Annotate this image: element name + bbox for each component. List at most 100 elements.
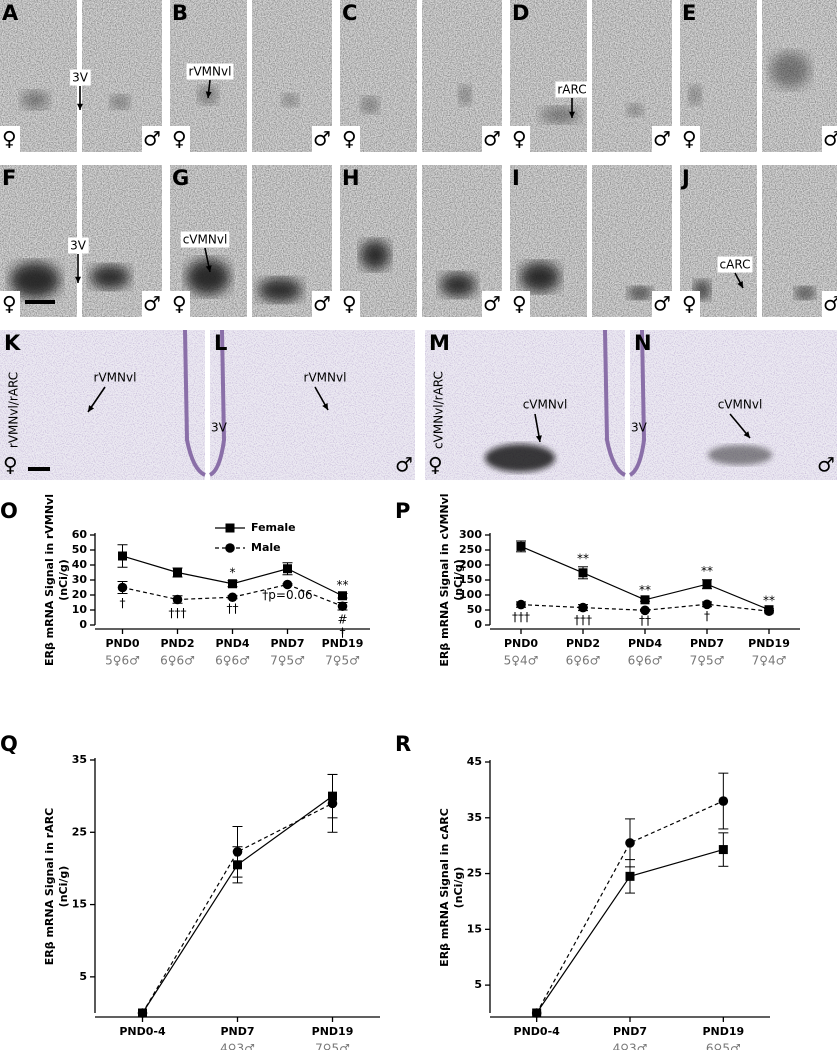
arrow-head bbox=[74, 276, 82, 283]
x-tick-label: PND7 bbox=[220, 1025, 254, 1038]
male-symbol: ♂ bbox=[653, 127, 671, 151]
signal-blob bbox=[795, 287, 815, 299]
data-point bbox=[173, 568, 182, 577]
legend-marker bbox=[225, 543, 235, 553]
panel-letter: G bbox=[172, 166, 189, 190]
y-tick-label: 50 bbox=[72, 543, 88, 556]
male-symbol: ♂ bbox=[823, 127, 837, 151]
x-tick-label: PND0-4 bbox=[119, 1025, 166, 1038]
region-label: cVMNvl bbox=[718, 398, 763, 412]
signal-blob bbox=[540, 107, 580, 123]
significance-label: ††† bbox=[512, 610, 530, 624]
female-symbol: ♀ bbox=[512, 127, 527, 151]
y-tick-label: 250 bbox=[459, 543, 482, 556]
signal-blob bbox=[21, 91, 49, 109]
y-tick-label: 5 bbox=[79, 970, 87, 983]
x-tick-sublabel: 7♀5♂ bbox=[325, 654, 360, 668]
data-point bbox=[137, 1008, 148, 1018]
male-symbol: ♂ bbox=[143, 292, 161, 316]
significance-label: ** bbox=[701, 564, 713, 578]
signal-blob bbox=[282, 94, 298, 106]
arrow-head bbox=[568, 111, 576, 118]
y-tick-label: 45 bbox=[467, 755, 482, 768]
y-tick-label: 60 bbox=[72, 528, 88, 541]
panel-letter: A bbox=[2, 1, 19, 25]
data-point bbox=[625, 871, 635, 881]
series-line bbox=[122, 583, 343, 607]
y-tick-label: 15 bbox=[72, 898, 87, 911]
region-label: 3V bbox=[70, 239, 87, 253]
x-tick-sublabel: 7♀5♂ bbox=[690, 654, 725, 668]
signal-blob bbox=[628, 287, 652, 299]
x-tick-sublabel: 6♀6♂ bbox=[215, 654, 250, 668]
y-tick-label: 150 bbox=[459, 573, 482, 586]
symbol-box bbox=[0, 291, 20, 317]
significance-label: # bbox=[337, 613, 347, 627]
y-tick-label: 0 bbox=[474, 618, 482, 631]
y-tick-label: 5 bbox=[474, 978, 482, 991]
symbol-box bbox=[652, 291, 672, 317]
female-symbol: ♀ bbox=[172, 292, 187, 316]
signal-blob bbox=[90, 265, 130, 289]
arrow-head bbox=[88, 405, 95, 412]
data-point bbox=[228, 579, 237, 589]
data-point bbox=[338, 591, 347, 601]
signal-blob bbox=[770, 52, 810, 88]
region-label: 3V bbox=[72, 71, 89, 85]
panel-letter: D bbox=[512, 1, 529, 25]
data-point bbox=[718, 845, 728, 855]
x-tick-sublabel: 7♀5♂ bbox=[270, 654, 305, 668]
y-axis-label: (nCi/g) bbox=[57, 866, 70, 908]
data-point bbox=[283, 564, 292, 574]
arrow-head bbox=[535, 435, 542, 442]
data-point bbox=[578, 568, 588, 578]
x-tick-sublabel: 6♀6♂ bbox=[566, 654, 601, 668]
female-symbol: ♀ bbox=[682, 292, 697, 316]
symbol-box bbox=[822, 291, 837, 317]
significance-label: ** bbox=[577, 551, 589, 565]
symbol-box bbox=[142, 126, 162, 152]
panel-letter: E bbox=[682, 1, 696, 25]
data-point bbox=[118, 551, 127, 561]
sex-symbol: ♂ bbox=[817, 453, 835, 477]
female-symbol: ♀ bbox=[512, 292, 527, 316]
panel-letter: M bbox=[429, 331, 450, 355]
data-point bbox=[227, 592, 238, 603]
x-tick-sublabel: 6♀5♂ bbox=[706, 1042, 741, 1050]
y-tick-label: 20 bbox=[72, 588, 88, 601]
panel-letter: Q bbox=[0, 732, 18, 756]
label-box bbox=[186, 63, 234, 80]
data-point bbox=[172, 594, 183, 605]
signal-blob bbox=[258, 278, 302, 302]
female-symbol: ♀ bbox=[2, 127, 17, 151]
y-tick-label: 25 bbox=[72, 825, 87, 838]
panel-letter: R bbox=[395, 732, 411, 756]
scale-bar bbox=[25, 300, 55, 304]
x-tick-sublabel: 5♀6♂ bbox=[105, 654, 140, 668]
x-tick-sublabel: 4♀3♂ bbox=[613, 1042, 648, 1050]
x-tick-label: PND2 bbox=[566, 637, 600, 650]
x-tick-label: PND7 bbox=[690, 637, 724, 650]
y-axis-label: (nCi/g) bbox=[452, 867, 465, 909]
x-tick-sublabel: 6♀6♂ bbox=[160, 654, 195, 668]
data-point bbox=[232, 847, 243, 857]
panel-letter: O bbox=[0, 499, 18, 523]
x-tick-label: PND19 bbox=[748, 637, 790, 650]
data-point bbox=[702, 579, 712, 589]
x-tick-label: PND0 bbox=[105, 637, 139, 650]
side-label: rVMNvl/rARC bbox=[7, 372, 21, 448]
panel-letter: C bbox=[342, 1, 357, 25]
label-box bbox=[180, 231, 230, 248]
sex-symbol: ♂ bbox=[395, 453, 413, 477]
symbol-box bbox=[482, 126, 502, 152]
y-axis-label: (nCi/g) bbox=[57, 559, 70, 601]
ventricle-wall bbox=[603, 329, 626, 477]
region-label: rARC bbox=[557, 83, 586, 97]
signal-blob bbox=[689, 85, 701, 105]
y-tick-label: 35 bbox=[467, 811, 482, 824]
y-tick-label: 15 bbox=[467, 922, 482, 935]
signal-blob bbox=[360, 240, 390, 270]
data-point bbox=[764, 606, 774, 616]
arrow-head bbox=[322, 403, 328, 410]
